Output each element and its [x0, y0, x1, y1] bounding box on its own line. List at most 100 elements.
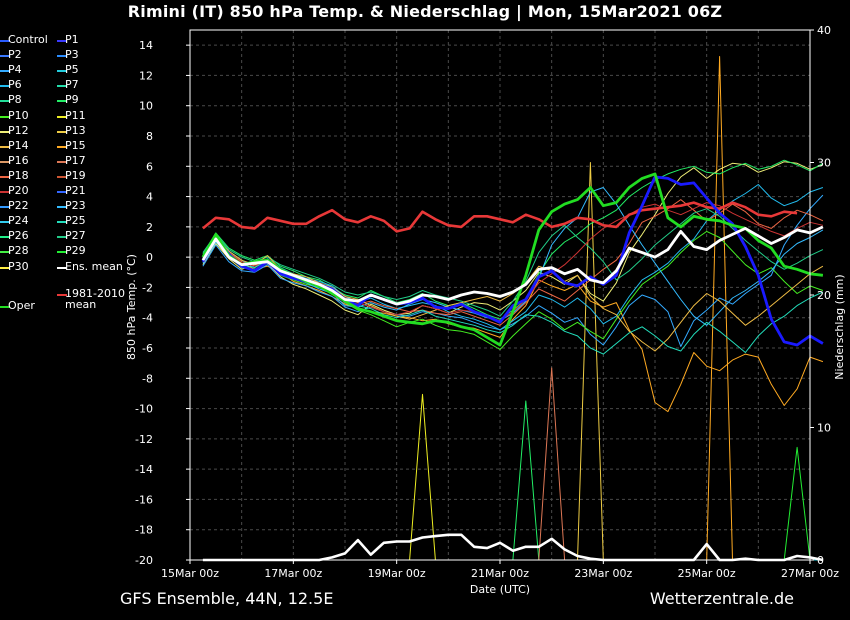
- legend-swatch: [57, 55, 67, 58]
- x-tick-label: 19Mar 00z: [368, 567, 426, 580]
- legend-swatch: [57, 206, 67, 209]
- temp-line: [202, 201, 798, 233]
- y-tick-label: 6: [146, 160, 153, 173]
- legend-label: P4: [8, 63, 22, 77]
- x-tick-label: 25Mar 00z: [678, 567, 736, 580]
- legend-swatch: [57, 130, 67, 133]
- y2-tick-label: 30: [817, 157, 831, 170]
- y-tick-label: -16: [135, 493, 153, 506]
- legend-swatch: [57, 251, 67, 254]
- y-axis-label: 850 hPa Temp. (°C): [125, 254, 138, 360]
- legend-swatch: [0, 306, 10, 308]
- legend-label: Oper: [8, 299, 35, 312]
- temp-line: [201, 225, 824, 306]
- y2-tick-label: 0: [817, 554, 824, 567]
- legend-swatch: [0, 115, 10, 118]
- legend-label: P20: [8, 184, 29, 197]
- legend-swatch: [0, 130, 10, 133]
- y-tick-label: -14: [135, 463, 153, 476]
- legend-label: P17: [65, 153, 86, 167]
- y-tick-label: 8: [146, 130, 153, 143]
- legend-label: 1981-2010: [65, 287, 125, 300]
- legend-swatch: [0, 160, 10, 163]
- legend-swatch: [0, 145, 10, 148]
- x-tick-label: 17Mar 00z: [264, 567, 322, 580]
- temp-line: [202, 159, 824, 320]
- temp-line: [201, 172, 824, 347]
- legend-swatch: [57, 236, 67, 239]
- legend-label: P9: [65, 93, 79, 107]
- x-tick-label: 27Mar 00z: [781, 567, 839, 580]
- legend-label: P3: [65, 48, 79, 62]
- legend-swatch: [0, 55, 10, 58]
- y-tick-label: 0: [146, 251, 153, 264]
- legend-swatch: [0, 175, 10, 178]
- grid: [190, 30, 810, 560]
- y-tick-label: -20: [135, 554, 153, 567]
- legend-swatch: [57, 100, 67, 103]
- legend-label: P22: [8, 199, 29, 213]
- model-label: GFS Ensemble, 44N, 12.5E: [120, 589, 334, 608]
- legend-label: P11: [65, 108, 86, 122]
- legend-swatch: [57, 85, 67, 88]
- x-axis-label: Date (UTC): [470, 583, 530, 596]
- legend-label: P24: [8, 214, 29, 228]
- temp-line: [202, 184, 824, 331]
- x-tick-label: 15Mar 00z: [161, 567, 219, 580]
- legend-label: P12: [8, 123, 29, 137]
- legend-swatch: [0, 251, 10, 254]
- y2-tick-label: 40: [817, 24, 831, 37]
- temperature-series: [201, 159, 824, 413]
- y-tick-label: -2: [142, 281, 153, 294]
- legend-label: P30: [8, 259, 29, 273]
- legend-label: P15: [65, 138, 86, 152]
- legend-label: P13: [65, 123, 86, 137]
- temp-line: [202, 194, 824, 347]
- temp-line: [202, 237, 824, 352]
- legend-swatch: [0, 206, 10, 209]
- x-tick-label: 21Mar 00z: [471, 567, 529, 580]
- legend-label: P18: [8, 168, 29, 182]
- legend-swatch: [57, 294, 67, 296]
- legend-label: P2: [8, 48, 22, 62]
- precip-line: [202, 400, 823, 561]
- legend-swatch: [57, 160, 67, 163]
- legend-swatch: [57, 175, 67, 178]
- legend-label: P26: [8, 229, 29, 243]
- legend-swatch: [0, 40, 10, 42]
- chart-title: Rimini (IT) 850 hPa Temp. & Niederschlag…: [127, 2, 723, 21]
- legend-label: P19: [65, 168, 86, 182]
- y-tick-label: -12: [135, 433, 153, 446]
- y-tick-label: -8: [142, 372, 153, 385]
- temp-line: [202, 230, 824, 350]
- legend-swatch: [57, 266, 67, 269]
- legend-label: P14: [8, 138, 29, 152]
- x-tick-label: 23Mar 00z: [574, 567, 632, 580]
- legend-label: P8: [8, 93, 22, 107]
- legend-swatch: [0, 85, 10, 88]
- y-tick-label: 10: [139, 100, 153, 113]
- legend-label: P10: [8, 108, 29, 122]
- legend-label: P1: [65, 33, 79, 46]
- legend-swatch: [57, 115, 67, 118]
- legend-label: P25: [65, 214, 86, 228]
- legend-swatch: [57, 40, 67, 42]
- legend-label: P21: [65, 184, 86, 197]
- legend-label: P29: [65, 244, 86, 258]
- legend-label: P5: [65, 63, 79, 77]
- temp-line: [202, 208, 824, 317]
- legend-swatch: [0, 221, 10, 224]
- y-tick-label: -18: [135, 524, 153, 537]
- legend-swatch: [0, 70, 10, 73]
- legend-swatch: [0, 266, 10, 269]
- y-tick-label: 4: [146, 191, 153, 204]
- axes: 14121086420-2-4-6-8-10-12-14-16-18-20403…: [125, 24, 846, 596]
- legend-label: P23: [65, 199, 86, 213]
- legend-label: Control: [8, 33, 48, 46]
- legend-label: Ens. mean: [65, 259, 123, 273]
- legend-swatch: [57, 191, 67, 193]
- y-tick-label: -6: [142, 342, 153, 355]
- legend-label: P7: [65, 78, 79, 92]
- legend-label: P28: [8, 244, 29, 258]
